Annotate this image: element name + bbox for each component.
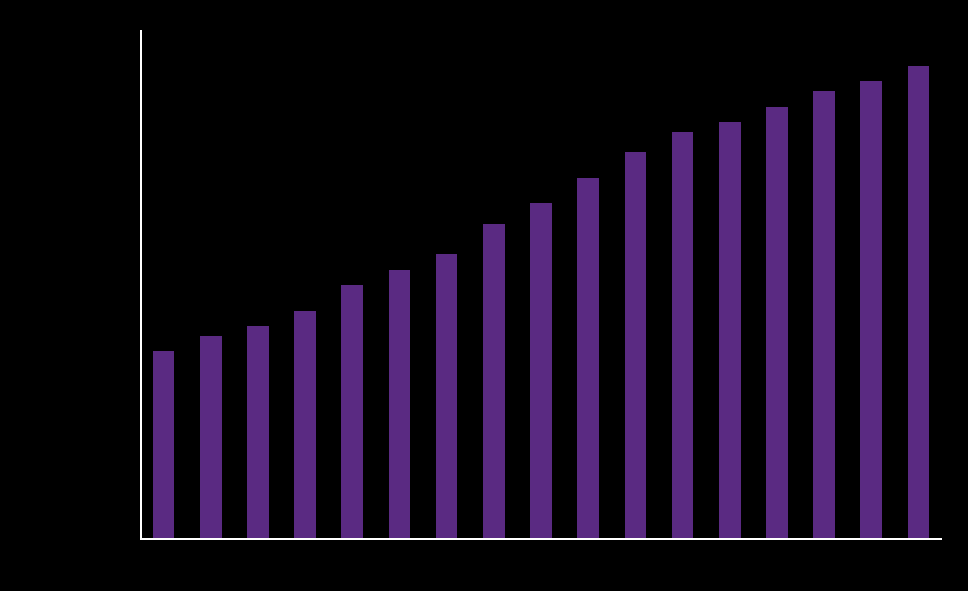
bar [530,203,552,540]
bar [625,152,647,540]
bar [672,132,694,540]
bar [766,107,788,541]
bar [860,81,882,540]
bar [341,285,363,540]
bar [908,66,930,540]
bar [436,254,458,540]
bar [483,224,505,540]
bar-chart [0,0,968,591]
x-axis [140,538,942,540]
plot-area [140,30,942,540]
bar [719,122,741,540]
bar [813,91,835,540]
bar [577,178,599,540]
bar [389,270,411,540]
bar [200,336,222,540]
y-axis [140,30,142,540]
bar [247,326,269,540]
bar [294,311,316,541]
bar [153,351,175,540]
